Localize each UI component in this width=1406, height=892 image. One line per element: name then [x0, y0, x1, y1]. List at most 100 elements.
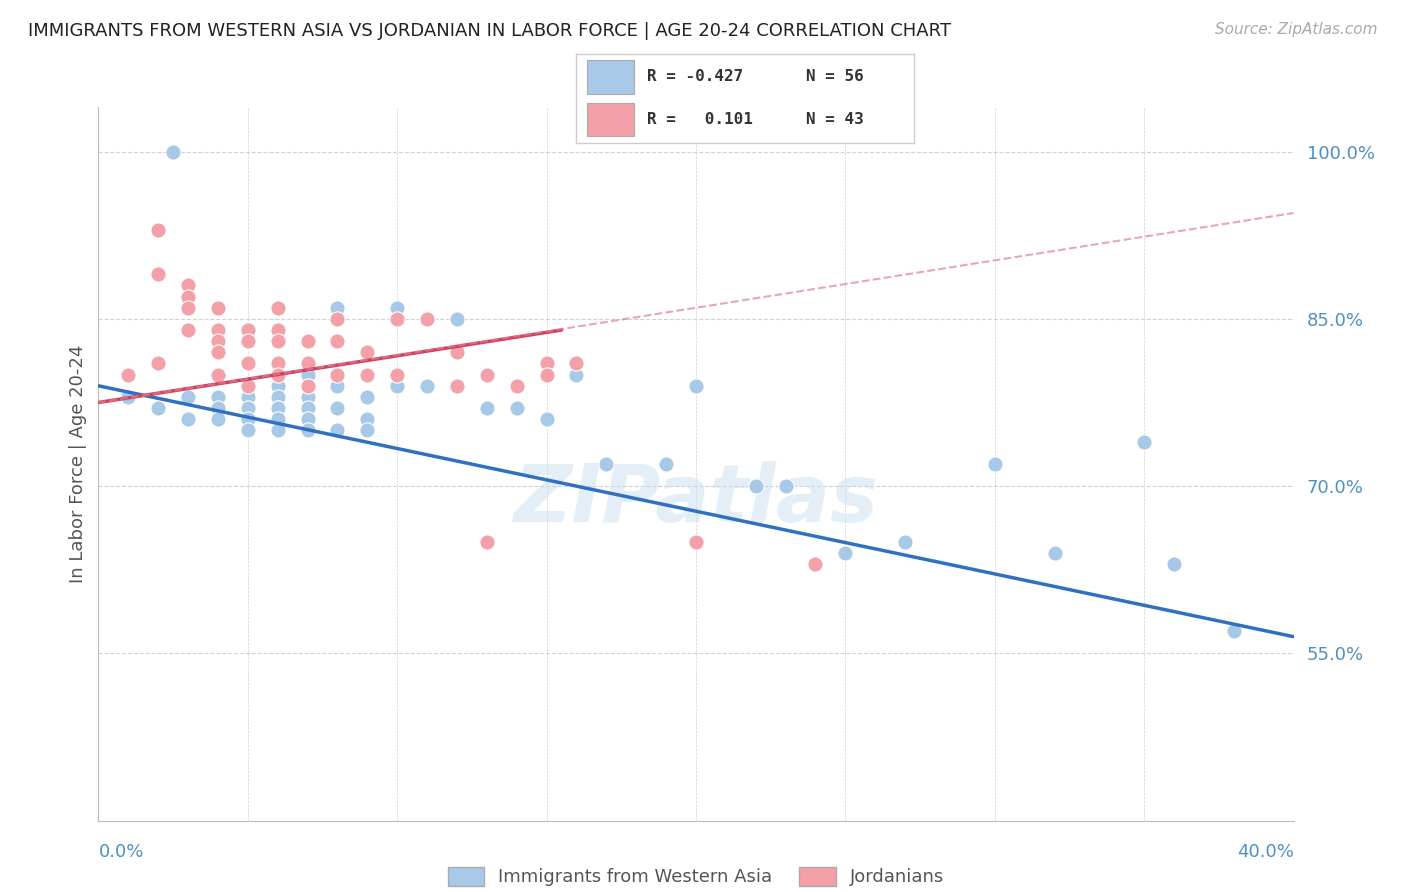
- Point: [297, 412, 319, 426]
- Point: [297, 390, 319, 404]
- Point: [207, 301, 229, 315]
- Point: [297, 424, 319, 438]
- Point: [595, 457, 617, 471]
- Point: [207, 390, 229, 404]
- Text: R = -0.427: R = -0.427: [647, 70, 744, 84]
- Point: [685, 534, 707, 549]
- Point: [177, 412, 200, 426]
- Point: [236, 334, 259, 349]
- Point: [1043, 546, 1066, 560]
- Point: [148, 356, 170, 370]
- Point: [804, 557, 827, 571]
- Point: [236, 356, 259, 370]
- Point: [506, 401, 529, 415]
- Point: [326, 312, 349, 326]
- Point: [356, 368, 378, 382]
- Legend: Immigrants from Western Asia, Jordanians: Immigrants from Western Asia, Jordanians: [440, 860, 952, 892]
- Point: [385, 378, 409, 392]
- Point: [207, 368, 229, 382]
- Point: [297, 401, 319, 415]
- Point: [984, 457, 1007, 471]
- Point: [1223, 624, 1246, 639]
- Point: [326, 301, 349, 315]
- Point: [326, 368, 349, 382]
- Point: [177, 278, 200, 293]
- Point: [267, 301, 290, 315]
- Point: [506, 378, 529, 392]
- Point: [446, 345, 468, 359]
- Point: [536, 356, 558, 370]
- Point: [297, 378, 319, 392]
- Point: [446, 312, 468, 326]
- Point: [148, 401, 170, 415]
- Point: [385, 312, 409, 326]
- Point: [267, 424, 290, 438]
- Point: [267, 356, 290, 370]
- Point: [267, 323, 290, 337]
- Point: [775, 479, 797, 493]
- Point: [326, 401, 349, 415]
- Point: [267, 401, 290, 415]
- Text: R =   0.101: R = 0.101: [647, 112, 754, 127]
- Point: [356, 368, 378, 382]
- Text: ZIPatlas: ZIPatlas: [513, 460, 879, 539]
- Point: [416, 312, 439, 326]
- Point: [326, 378, 349, 392]
- Point: [475, 534, 498, 549]
- Point: [267, 401, 290, 415]
- Point: [565, 368, 588, 382]
- Point: [236, 412, 259, 426]
- Point: [536, 412, 558, 426]
- Point: [236, 390, 259, 404]
- Text: N = 56: N = 56: [806, 70, 863, 84]
- Text: 0.0%: 0.0%: [98, 843, 143, 861]
- Point: [416, 378, 439, 392]
- Point: [207, 412, 229, 426]
- Point: [356, 345, 378, 359]
- Point: [236, 401, 259, 415]
- Point: [117, 390, 139, 404]
- Text: IMMIGRANTS FROM WESTERN ASIA VS JORDANIAN IN LABOR FORCE | AGE 20-24 CORRELATION: IMMIGRANTS FROM WESTERN ASIA VS JORDANIA…: [28, 22, 950, 40]
- Point: [177, 301, 200, 315]
- Point: [177, 289, 200, 303]
- Point: [356, 424, 378, 438]
- Point: [117, 368, 139, 382]
- Bar: [586, 60, 634, 94]
- Point: [267, 368, 290, 382]
- Point: [207, 334, 229, 349]
- Point: [267, 378, 290, 392]
- Point: [416, 312, 439, 326]
- Point: [326, 424, 349, 438]
- Point: [177, 390, 200, 404]
- Point: [1163, 557, 1185, 571]
- Point: [446, 378, 468, 392]
- Point: [385, 301, 409, 315]
- Point: [177, 323, 200, 337]
- Point: [236, 378, 259, 392]
- Text: N = 43: N = 43: [806, 112, 863, 127]
- Point: [685, 378, 707, 392]
- Point: [446, 378, 468, 392]
- Point: [267, 412, 290, 426]
- Point: [475, 401, 498, 415]
- Point: [267, 334, 290, 349]
- Point: [236, 424, 259, 438]
- Point: [834, 546, 856, 560]
- Point: [162, 145, 184, 159]
- Point: [326, 334, 349, 349]
- Point: [236, 378, 259, 392]
- Bar: [586, 103, 634, 136]
- Point: [236, 323, 259, 337]
- Point: [297, 368, 319, 382]
- Point: [207, 345, 229, 359]
- Point: [297, 356, 319, 370]
- Point: [356, 390, 378, 404]
- Point: [207, 401, 229, 415]
- Point: [745, 479, 768, 493]
- Point: [148, 268, 170, 282]
- Point: [475, 368, 498, 382]
- Point: [655, 457, 678, 471]
- Point: [385, 368, 409, 382]
- Point: [297, 378, 319, 392]
- Point: [536, 368, 558, 382]
